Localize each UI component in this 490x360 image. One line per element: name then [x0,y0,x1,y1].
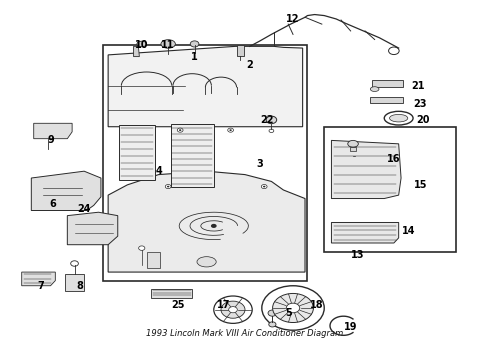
Bar [147,252,161,268]
Ellipse shape [269,129,274,132]
Bar [103,45,307,281]
Ellipse shape [197,257,216,267]
Text: 16: 16 [387,154,401,164]
Text: 4: 4 [155,166,162,176]
Polygon shape [372,80,403,87]
Text: 8: 8 [76,281,83,291]
Text: 9: 9 [47,135,54,145]
Polygon shape [151,289,192,298]
Text: 18: 18 [310,300,324,310]
Ellipse shape [272,293,314,323]
Text: 10: 10 [135,40,148,50]
Bar [237,45,244,55]
Polygon shape [331,140,401,199]
Polygon shape [350,147,356,151]
Text: 15: 15 [414,180,427,190]
Text: 20: 20 [416,115,429,125]
Ellipse shape [389,47,399,55]
Bar [119,125,155,180]
Polygon shape [34,123,72,139]
Polygon shape [67,212,118,245]
Polygon shape [134,46,139,57]
Text: 17: 17 [217,300,230,310]
Text: 19: 19 [344,322,357,332]
Text: 7: 7 [38,281,44,291]
Ellipse shape [165,185,171,189]
Text: 6: 6 [49,199,56,209]
Ellipse shape [262,286,324,330]
Text: 1993 Lincoln Mark VIII Air Conditioner Diagram: 1993 Lincoln Mark VIII Air Conditioner D… [147,329,343,338]
Text: 3: 3 [256,159,263,169]
Ellipse shape [266,116,277,123]
Text: 25: 25 [171,300,185,310]
Polygon shape [370,96,403,103]
Text: 1: 1 [191,51,198,62]
Ellipse shape [71,261,78,266]
Bar [65,274,84,291]
Ellipse shape [228,128,233,132]
Text: 24: 24 [77,204,91,214]
Ellipse shape [137,41,147,47]
Text: 13: 13 [351,250,365,260]
Ellipse shape [384,111,413,125]
Ellipse shape [177,128,183,132]
Bar [171,124,214,188]
Ellipse shape [167,186,170,188]
Polygon shape [31,171,101,211]
Ellipse shape [263,186,266,188]
Ellipse shape [286,303,300,313]
Ellipse shape [161,40,175,48]
Ellipse shape [139,246,145,250]
Ellipse shape [214,296,252,323]
Text: 11: 11 [161,40,175,50]
Ellipse shape [190,41,199,47]
Ellipse shape [268,310,277,316]
Ellipse shape [269,322,276,327]
Ellipse shape [229,307,237,313]
Ellipse shape [229,129,232,131]
Text: 21: 21 [411,81,425,91]
Ellipse shape [221,301,245,318]
Ellipse shape [370,87,379,91]
Text: 12: 12 [286,14,300,24]
Polygon shape [331,222,399,243]
Text: 5: 5 [285,308,292,318]
Polygon shape [108,46,303,127]
Ellipse shape [348,140,358,147]
Ellipse shape [390,114,408,122]
Polygon shape [108,171,305,272]
Text: 2: 2 [246,60,253,70]
Text: 23: 23 [414,99,427,109]
Ellipse shape [211,224,217,228]
Text: 22: 22 [260,115,273,125]
Ellipse shape [179,129,181,131]
Bar [324,127,456,252]
Ellipse shape [261,185,267,189]
Text: 14: 14 [401,226,415,236]
Polygon shape [22,272,55,286]
